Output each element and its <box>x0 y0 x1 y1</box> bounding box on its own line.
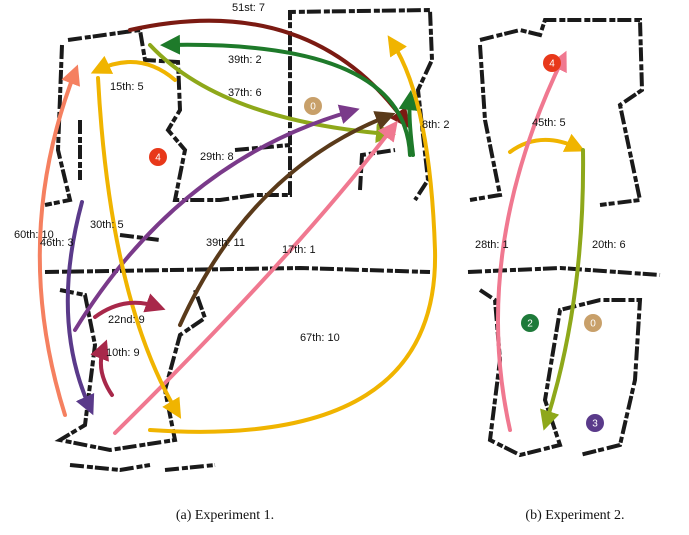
marker-label: 2 <box>527 319 533 330</box>
arrow-label: 10th: 9 <box>106 347 140 359</box>
arrow-label: 30th: 5 <box>90 219 124 231</box>
marker-label: 3 <box>592 419 598 430</box>
arrow-label: 29th: 8 <box>200 151 234 163</box>
arrow-label: 28th: 1 <box>475 239 509 251</box>
arrow-label: 15th: 5 <box>110 81 144 93</box>
arrow-label: 67th: 10 <box>300 332 340 344</box>
arrow-label: 45th: 5 <box>532 117 566 129</box>
arrow-label: 17th: 1 <box>282 244 316 256</box>
marker-label: 0 <box>310 102 316 113</box>
caption: (b) Experiment 2. <box>525 508 624 523</box>
arrows-b <box>498 58 583 430</box>
arrow-label: 20th: 6 <box>592 239 626 251</box>
caption: (a) Experiment 1. <box>176 508 274 523</box>
arrow-label: 46th: 3 <box>40 237 74 249</box>
arrow-label: 37th: 6 <box>228 87 262 99</box>
arrow-label: 51st: 7 <box>232 2 265 14</box>
arrow-label: 39th: 2 <box>228 54 262 66</box>
arrow-label: 22nd: 9 <box>108 314 145 326</box>
floor-plan-b <box>468 20 660 455</box>
marker-label: 4 <box>155 153 161 164</box>
marker-label: 4 <box>549 59 555 70</box>
arrow-labels-a: 51st: 7 39th: 2 37th: 6 15th: 5 8th: 2 2… <box>14 2 450 359</box>
marker-label: 0 <box>590 319 596 330</box>
arrow-label: 8th: 2 <box>422 119 450 131</box>
arrow-label: 39th: 11 <box>206 237 245 249</box>
arrow-labels-b: 45th: 5 28th: 1 20th: 6 <box>475 117 626 251</box>
figure: 51st: 7 39th: 2 37th: 6 15th: 5 8th: 2 2… <box>0 0 689 535</box>
